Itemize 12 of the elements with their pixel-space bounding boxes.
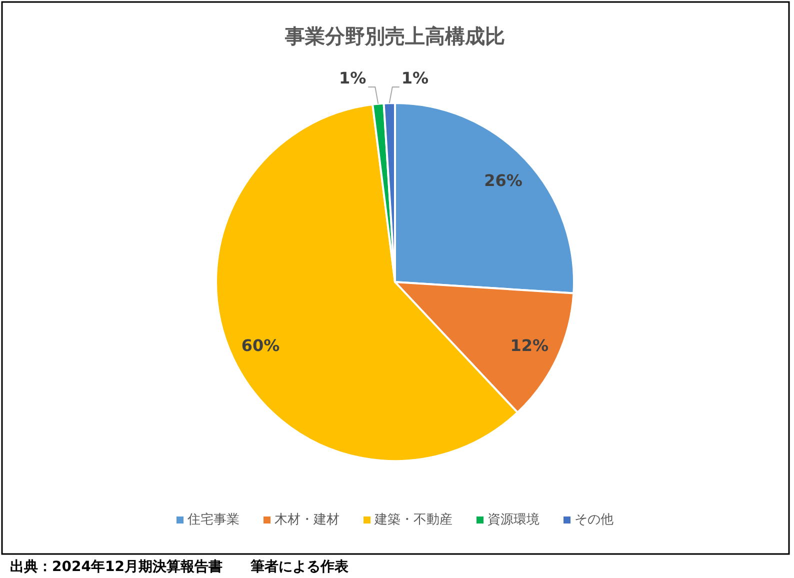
data-label: 26% bbox=[484, 170, 522, 190]
legend-label: 木材・建材 bbox=[274, 512, 340, 528]
legend-label: 資源環境 bbox=[488, 512, 540, 528]
legend-label: 建築・不動産 bbox=[374, 512, 452, 528]
legend-label: 住宅事業 bbox=[186, 512, 240, 528]
source-note: 出典：2024年12月期決算報告書 筆者による作表 bbox=[10, 559, 350, 575]
legend-label: その他 bbox=[574, 512, 614, 528]
data-label: 60% bbox=[241, 336, 280, 355]
data-label: 1% bbox=[401, 68, 429, 88]
chart-title: 事業分野別売上高構成比 bbox=[284, 24, 505, 48]
data-label: 12% bbox=[510, 336, 549, 355]
data-label: 1% bbox=[338, 68, 366, 88]
